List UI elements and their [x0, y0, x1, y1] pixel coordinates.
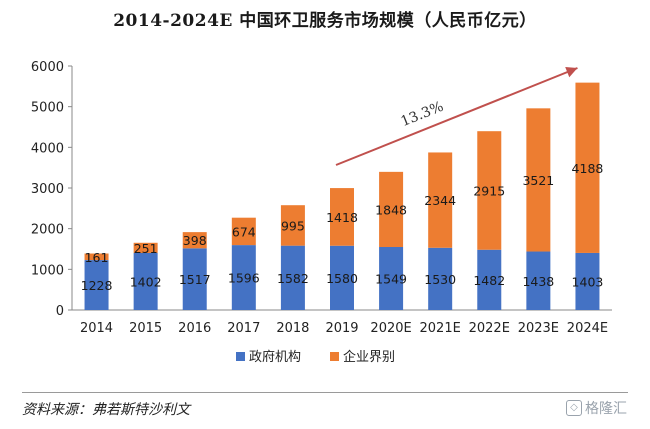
legend-label-enterprise: 企业界别 — [343, 349, 395, 365]
data-label-government: 1402 — [130, 274, 162, 289]
data-label-government: 1438 — [522, 274, 554, 289]
data-label-enterprise: 1848 — [375, 202, 407, 217]
growth-arrow-line — [335, 67, 578, 166]
watermark-logo-icon: ◇ — [566, 400, 582, 416]
x-tick-label: 2018 — [276, 321, 309, 336]
bar-government — [428, 247, 453, 310]
y-tick-label: 2000 — [31, 223, 64, 238]
chart-bars — [84, 82, 600, 310]
y-tick-label: 3000 — [31, 182, 64, 197]
y-tick-label: 4000 — [31, 141, 64, 156]
data-label-government: 1403 — [572, 274, 604, 289]
bar-government — [526, 251, 551, 310]
bar-enterprise — [133, 242, 158, 253]
legend-swatch-enterprise — [330, 352, 339, 361]
bar-government — [280, 245, 305, 310]
bar-government — [330, 245, 354, 310]
data-label-enterprise: 4188 — [572, 161, 604, 176]
data-label-government: 1482 — [473, 273, 505, 288]
x-tick-label: 2015 — [129, 321, 162, 336]
bar-enterprise — [84, 253, 109, 261]
bar-enterprise — [280, 205, 305, 246]
bar-government — [133, 252, 158, 310]
chart-data-labels: 1228 161 1402 251 1517 398 1596 674 1582 995 1580 1… — [81, 161, 604, 293]
y-tick-label: 0 — [56, 304, 64, 319]
bar-enterprise — [477, 131, 502, 250]
data-label-enterprise: 995 — [281, 218, 305, 233]
bar-government — [182, 248, 207, 310]
x-tick-label: 2024E — [567, 321, 608, 336]
watermark: ◇ 格隆汇 — [566, 398, 627, 418]
data-label-enterprise: 3521 — [522, 173, 554, 188]
x-tick-label: 2020E — [370, 321, 411, 336]
bar-government — [231, 245, 256, 310]
data-label-enterprise: 1418 — [326, 210, 358, 225]
bar-enterprise — [330, 188, 354, 246]
x-tick-label: 2016 — [178, 321, 211, 336]
legend-label-government: 政府机构 — [249, 350, 301, 365]
data-label-enterprise: 2915 — [473, 183, 505, 198]
data-label-government: 1596 — [228, 271, 260, 286]
bar-enterprise — [231, 217, 256, 246]
x-tick-label: 2021E — [420, 321, 461, 336]
chart-legend: 政府机构 企业界别 — [236, 349, 395, 365]
data-label-enterprise: 674 — [232, 224, 256, 239]
bar-government — [84, 260, 109, 310]
y-tick-label: 1000 — [31, 263, 64, 278]
bar-enterprise — [182, 232, 207, 249]
data-label-government: 1517 — [179, 272, 211, 287]
data-label-enterprise: 161 — [85, 250, 109, 265]
data-label-government: 1582 — [277, 271, 309, 286]
data-label-government: 1228 — [81, 278, 113, 293]
y-tick-label: 5000 — [31, 101, 64, 116]
bar-enterprise — [526, 108, 551, 252]
bar-enterprise — [575, 82, 600, 253]
growth-rate-label: 13.3% — [399, 99, 446, 130]
growth-arrow-head — [565, 66, 578, 78]
x-tick-label: 2019 — [325, 321, 358, 336]
x-tick-label: 2017 — [227, 321, 260, 336]
chart-axes: 0 1000 2000 3000 4000 5000 6000 2014 2015 2016 201… — [31, 60, 612, 336]
y-tick-label: 6000 — [31, 60, 64, 75]
chart-title: 2014-2024E 中国环卫服务市场规模（人民币亿元） — [113, 11, 537, 31]
x-tick-label: 2023E — [518, 321, 559, 336]
x-tick-label: 2022E — [469, 321, 510, 336]
bar-government — [379, 247, 404, 310]
bar-government — [477, 249, 502, 310]
data-label-government: 1549 — [375, 272, 407, 287]
data-label-enterprise: 2344 — [424, 193, 456, 208]
x-tick-label: 2014 — [80, 321, 113, 336]
bar-government — [575, 252, 600, 310]
bar-enterprise — [428, 152, 453, 248]
source-note: 资料来源：弗若斯特沙利文 — [22, 402, 190, 418]
bar-enterprise — [379, 171, 404, 248]
legend-swatch-government — [236, 352, 245, 361]
data-label-enterprise: 398 — [183, 233, 207, 248]
data-label-enterprise: 251 — [134, 241, 158, 256]
data-label-government: 1580 — [326, 271, 358, 286]
watermark-text: 格隆汇 — [585, 401, 627, 417]
footer-divider — [22, 392, 628, 393]
data-label-government: 1530 — [424, 272, 456, 287]
